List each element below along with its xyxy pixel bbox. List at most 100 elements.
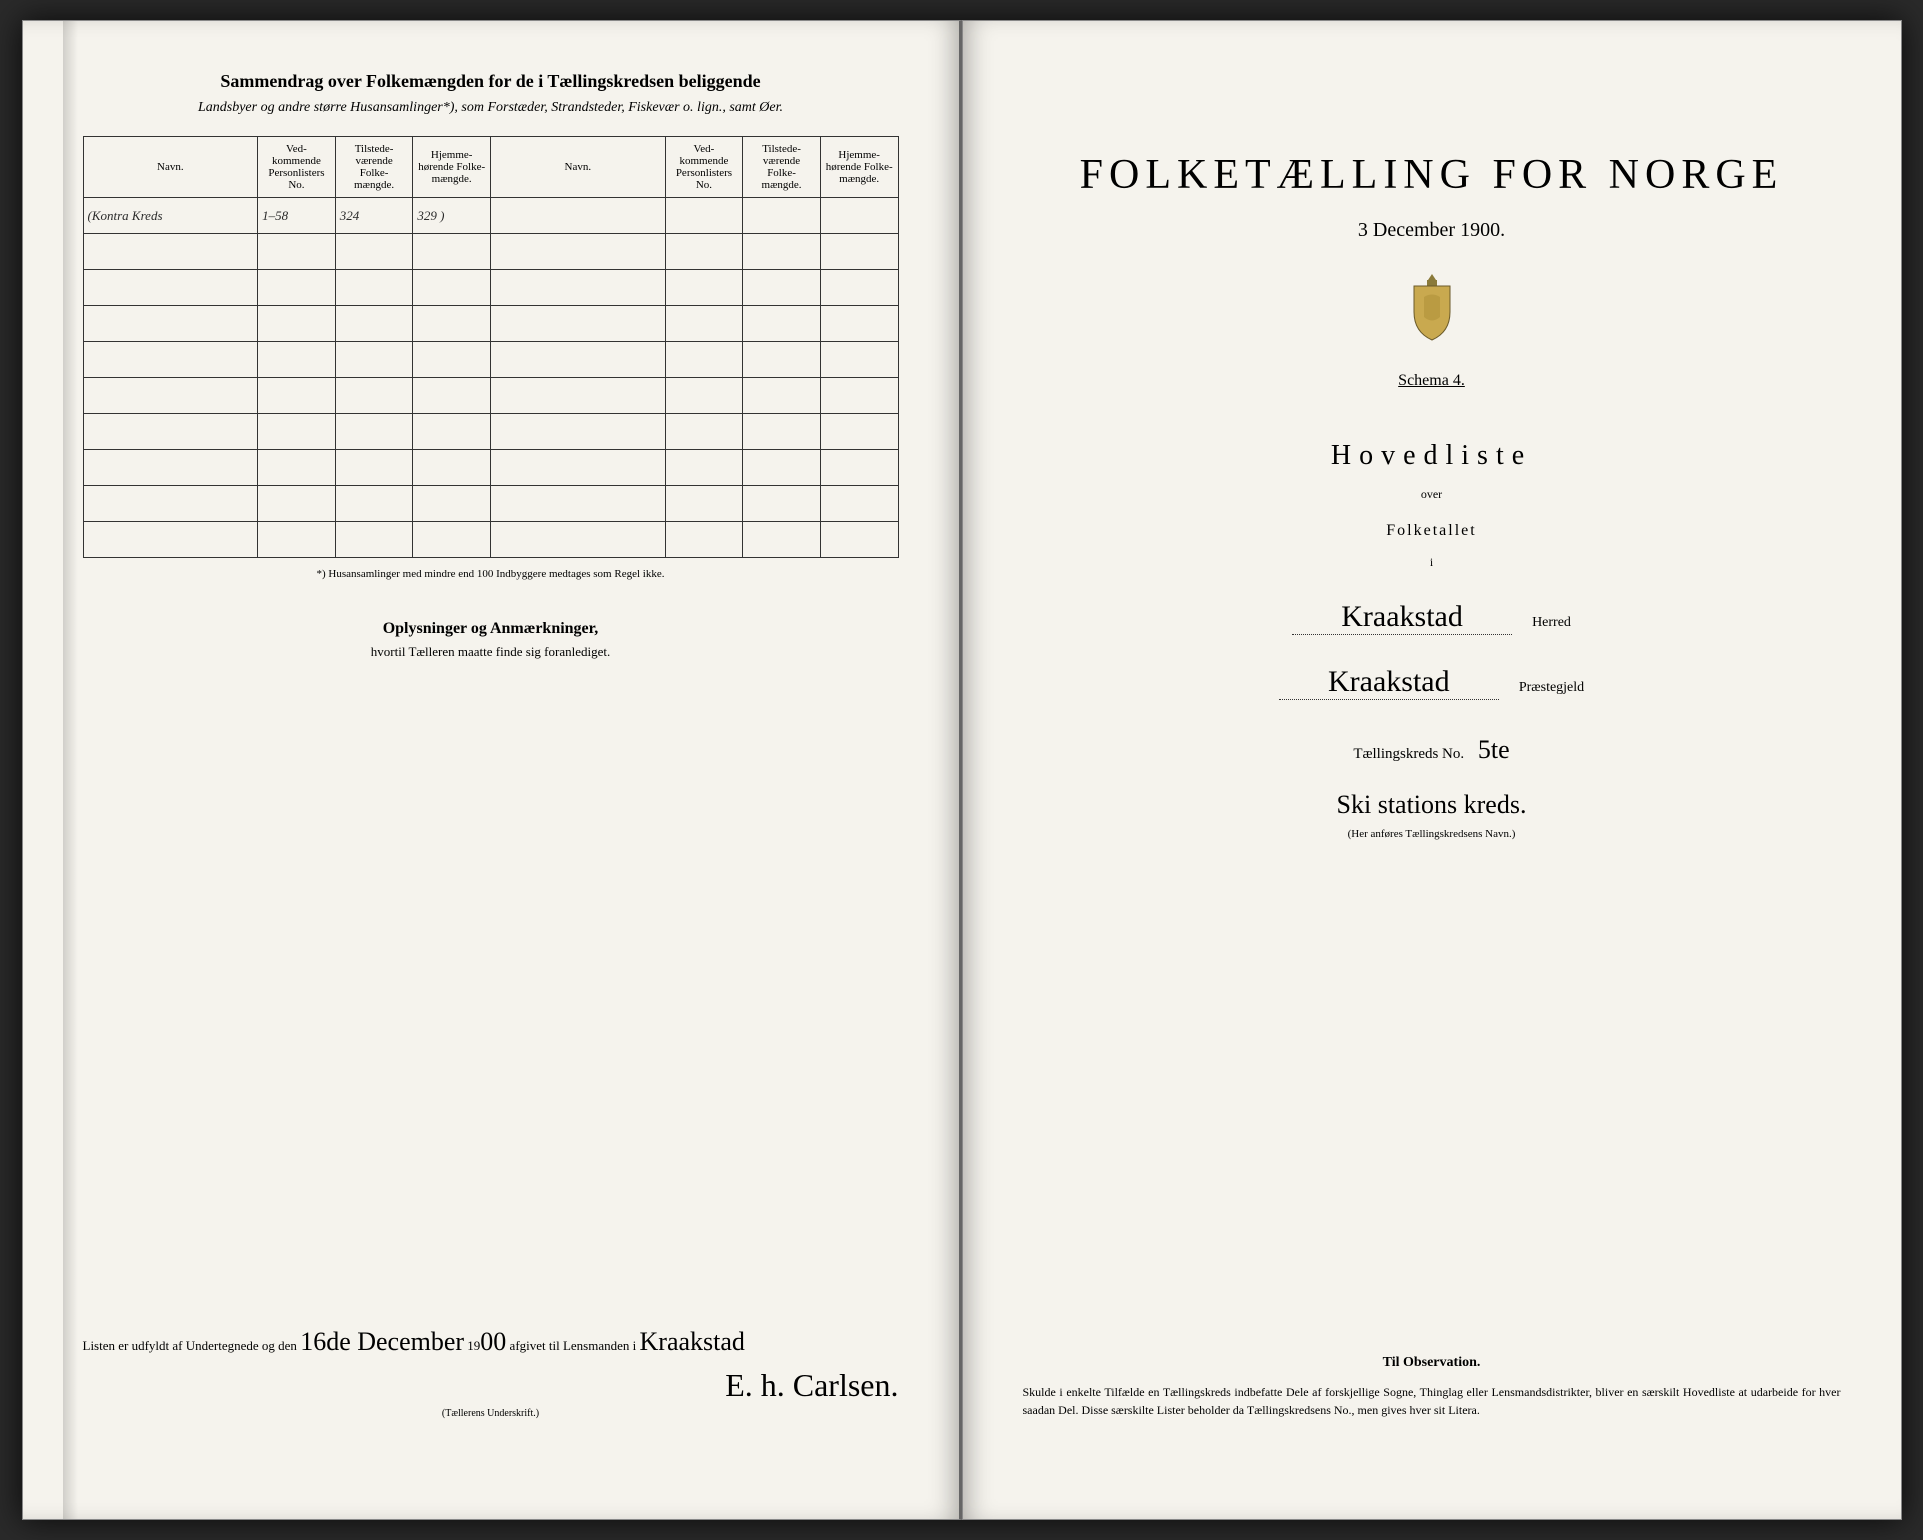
cell-empty	[258, 342, 336, 378]
signature-name: E. h. Carlsen.	[725, 1367, 898, 1403]
cell-empty	[743, 378, 821, 414]
kreds-no-value: 5te	[1478, 735, 1510, 764]
cell-empty	[490, 378, 665, 414]
cell-empty	[413, 450, 491, 486]
cell-empty	[258, 486, 336, 522]
cell-empty	[413, 486, 491, 522]
sig-mid: afgivet til Lensmanden i	[510, 1338, 637, 1353]
cell-empty	[83, 342, 258, 378]
cell-empty	[490, 270, 665, 306]
cell-empty	[820, 198, 898, 234]
cell-empty	[258, 378, 336, 414]
kreds-name-note: (Her anføres Tællingskredsens Navn.)	[1023, 828, 1841, 840]
book-spread: Sammendrag over Folkemængden for de i Tæ…	[22, 20, 1902, 1520]
cell-no: 1–58	[258, 198, 336, 234]
cell-empty	[335, 234, 413, 270]
cell-empty	[335, 414, 413, 450]
cell-empty	[335, 306, 413, 342]
sig-year-prefix: 19	[467, 1338, 480, 1353]
cell-empty	[83, 522, 258, 558]
cell-empty	[258, 270, 336, 306]
cell-empty	[820, 450, 898, 486]
col-navn-1: Navn.	[83, 137, 258, 198]
cell-empty	[335, 342, 413, 378]
cell-empty	[743, 414, 821, 450]
cell-empty	[665, 306, 743, 342]
cell-empty	[258, 450, 336, 486]
cell-empty	[83, 486, 258, 522]
observation-block: Til Observation. Skulde i enkelte Tilfæl…	[1023, 1355, 1841, 1419]
cell-empty	[258, 234, 336, 270]
cell-empty	[743, 486, 821, 522]
table-row: (Kontra Kreds1–58324329 )	[83, 198, 898, 234]
cell-empty	[820, 306, 898, 342]
col-navn-2: Navn.	[490, 137, 665, 198]
cell-empty	[743, 234, 821, 270]
praestegjeld-label: Præstegjeld	[1519, 680, 1584, 696]
coat-of-arms-icon	[1402, 272, 1462, 342]
cell-empty	[335, 486, 413, 522]
table-row	[83, 270, 898, 306]
left-page: Sammendrag over Folkemængden for de i Tæ…	[22, 20, 962, 1520]
cell-empty	[665, 198, 743, 234]
cell-empty	[820, 486, 898, 522]
table-row	[83, 342, 898, 378]
praestegjeld-value: Kraakstad	[1279, 665, 1499, 700]
cell-empty	[258, 306, 336, 342]
cell-empty	[490, 486, 665, 522]
cell-empty	[413, 306, 491, 342]
cell-empty	[413, 522, 491, 558]
cell-empty	[413, 414, 491, 450]
cell-empty	[490, 198, 665, 234]
cell-empty	[820, 234, 898, 270]
cell-empty	[83, 414, 258, 450]
table-row	[83, 522, 898, 558]
folketallet-label: Folketallet	[1023, 522, 1841, 540]
cell-empty	[820, 342, 898, 378]
col-vedkom-1: Ved-kommende Personlisters No.	[258, 137, 336, 198]
cell-empty	[665, 378, 743, 414]
cell-empty	[83, 270, 258, 306]
cell-empty	[490, 522, 665, 558]
census-title: FOLKETÆLLING FOR NORGE	[1023, 151, 1841, 199]
kreds-name-value: Ski stations kreds.	[1023, 790, 1841, 820]
schema-label: Schema 4.	[1023, 372, 1841, 390]
over-label: over	[1023, 487, 1841, 502]
cell-empty	[335, 378, 413, 414]
cell-empty	[490, 414, 665, 450]
cell-empty	[743, 522, 821, 558]
cell-empty	[665, 234, 743, 270]
cell-empty	[665, 270, 743, 306]
cell-empty	[743, 342, 821, 378]
cell-empty	[820, 522, 898, 558]
cell-tilstede: 324	[335, 198, 413, 234]
kreds-no-row: Tællingskreds No. 5te	[1023, 735, 1841, 765]
cell-empty	[413, 234, 491, 270]
herred-row: Kraakstad Herred	[1023, 600, 1841, 635]
cell-empty	[83, 450, 258, 486]
oplysninger-sub: hvortil Tælleren maatte finde sig foranl…	[83, 644, 899, 660]
table-row	[83, 414, 898, 450]
cell-empty	[743, 450, 821, 486]
cell-hjemme: 329 )	[413, 198, 491, 234]
cell-empty	[743, 270, 821, 306]
col-vedkom-2: Ved-kommende Personlisters No.	[665, 137, 743, 198]
col-tilstede-1: Tilstede-værende Folke-mængde.	[335, 137, 413, 198]
summary-table: Navn. Ved-kommende Personlisters No. Til…	[83, 136, 899, 558]
cell-empty	[665, 486, 743, 522]
oplysninger-title: Oplysninger og Anmærkninger,	[83, 620, 899, 638]
cell-empty	[335, 450, 413, 486]
i-label: i	[1023, 555, 1841, 570]
cell-empty	[820, 378, 898, 414]
cell-empty	[820, 414, 898, 450]
herred-value: Kraakstad	[1292, 600, 1512, 635]
praestegjeld-row: Kraakstad Præstegjeld	[1023, 665, 1841, 700]
cell-empty	[413, 378, 491, 414]
kreds-no-label: Tællingskreds No.	[1353, 746, 1464, 762]
cell-empty	[258, 522, 336, 558]
sig-place: Kraakstad	[640, 1327, 745, 1356]
herred-label: Herred	[1532, 615, 1571, 631]
cell-empty	[665, 450, 743, 486]
col-hjemme-1: Hjemme-hørende Folke-mængde.	[413, 137, 491, 198]
sig-year-suffix: 00	[480, 1327, 506, 1356]
